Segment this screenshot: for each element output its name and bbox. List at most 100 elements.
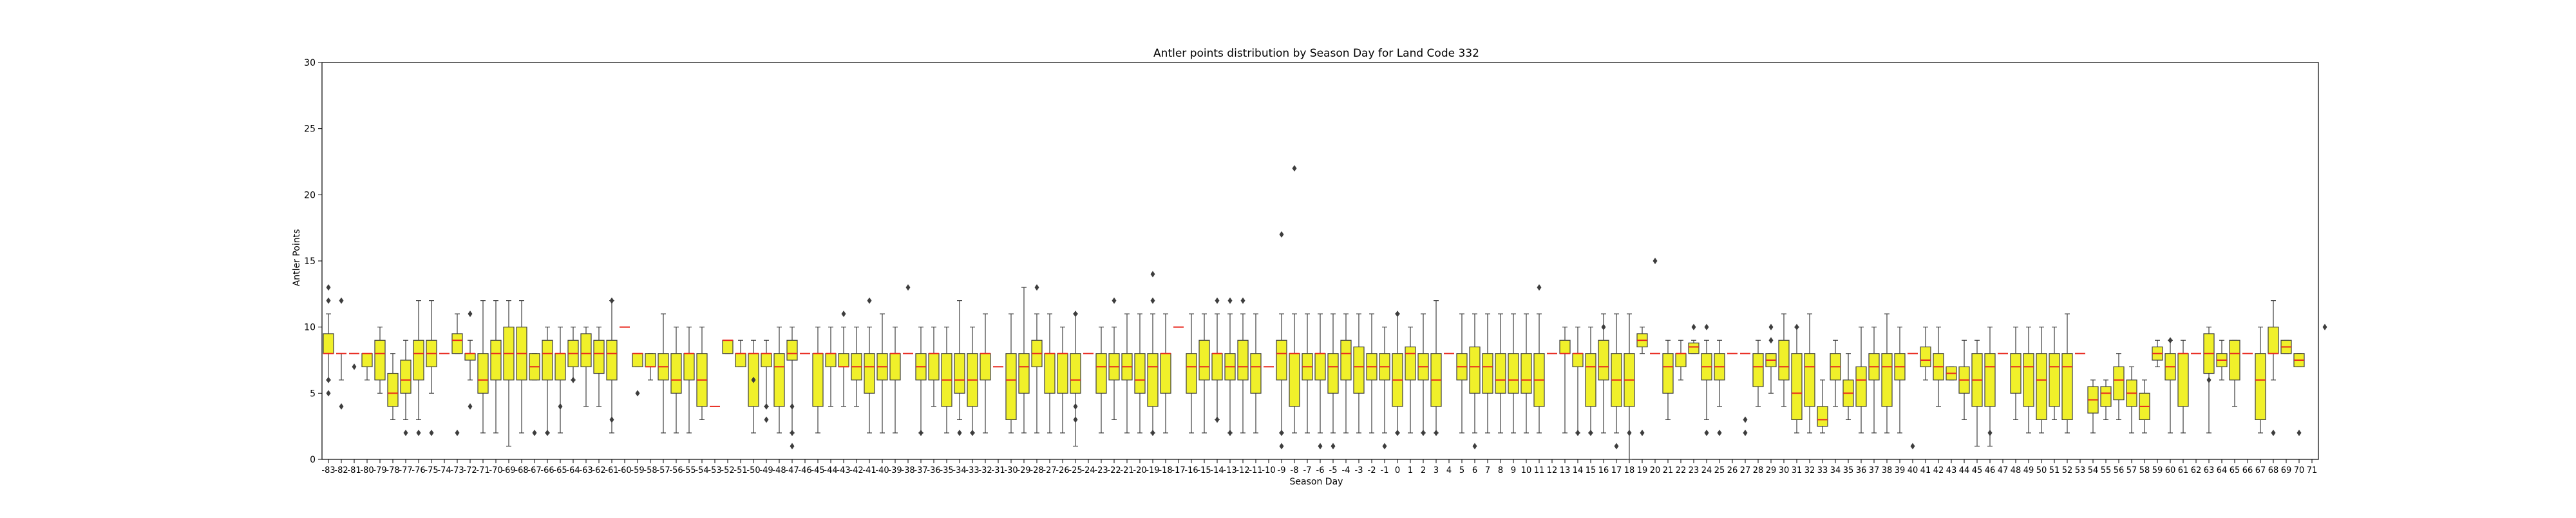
x-tick-label: -72 [463,466,477,475]
x-tick-label: 35 [1843,466,1854,475]
x-tick-label: -13 [1223,466,1236,475]
x-tick-label: -17 [1171,466,1185,475]
outlier-point [1227,297,1233,304]
outlier-point [1073,311,1078,318]
box [387,372,399,407]
x-tick-label: -20 [1133,466,1146,475]
box [1855,366,1867,407]
outlier-point [1575,429,1580,436]
outlier-point [1421,429,1426,436]
box [1353,346,1365,394]
x-tick-label: 59 [2152,466,2163,475]
outlier-point [635,390,640,397]
box [1675,353,1687,367]
y-tick-label: 25 [304,124,316,135]
x-tick-label: -63 [579,466,592,475]
outlier-point [1279,443,1284,450]
x-tick-label: 37 [1869,466,1880,475]
x-tick-label: -25 [1068,466,1082,475]
box [464,353,476,361]
outlier-point [1614,443,1619,450]
x-tick-label: 12 [1547,466,1558,475]
x-tick-label: 6 [1472,466,1477,475]
x-tick-label: 58 [2139,466,2150,475]
x-tick-label: 15 [1586,466,1596,475]
outlier-point [790,443,795,450]
x-tick-label: 4 [1446,466,1452,475]
x-tick-label: -74 [437,466,451,475]
x-tick-label: 62 [2191,466,2202,475]
box [786,340,798,361]
box [1198,340,1210,381]
x-tick-label: -27 [1043,466,1056,475]
x-tick-label: -61 [605,466,618,475]
outlier-point [1768,337,1774,344]
outlier-point [558,403,563,410]
outlier-point [339,297,344,304]
x-tick-label: 24 [1701,466,1712,475]
outlier-point [1073,403,1078,410]
outlier-point [403,429,408,436]
outlier-point [2206,376,2211,383]
x-tick-label: 30 [1779,466,1790,475]
x-tick-label: 71 [2307,466,2318,475]
x-tick-label: -38 [901,466,914,475]
box [735,353,746,367]
y-tick-label: 5 [310,388,316,399]
outlier-point [1395,429,1400,436]
box [670,353,682,394]
x-tick-label: 70 [2294,466,2305,475]
outlier-point [1292,165,1297,172]
box [2049,353,2060,407]
box [1237,340,1249,381]
box [1057,353,1068,394]
outlier-point [352,363,357,370]
box [1508,353,1519,394]
y-tick-label: 15 [304,256,316,267]
x-tick-label: 67 [2255,466,2266,475]
plot-area: 051015202530-83-82-81-80-79-78-77-76-75-… [304,58,2327,475]
box [683,353,695,381]
x-tick-label: 46 [1985,466,1996,475]
outlier-point [532,429,537,436]
box [606,340,618,381]
x-tick-label: 47 [1998,466,2009,475]
x-tick-label: 18 [1624,466,1635,475]
box [1804,353,1815,407]
x-tick-label: -66 [540,466,554,475]
outlier-point [1150,297,1155,304]
box [542,340,553,381]
x-tick-label: -40 [875,466,889,475]
x-tick-label: 52 [2062,466,2073,475]
x-tick-label: -62 [592,466,605,475]
x-tick-label: -18 [1159,466,1172,475]
x-tick-label: -32 [978,466,992,475]
outlier-point [1215,416,1220,423]
x-tick-label: -73 [450,466,464,475]
x-tick-label: 55 [2101,466,2112,475]
x-tick-label: 56 [2114,466,2125,475]
x-tick-label: 9 [1511,466,1516,475]
x-tick-label: -26 [1056,466,1069,475]
box [2023,353,2034,407]
box [722,340,734,354]
x-tick-label: -78 [386,466,399,475]
box [323,333,334,354]
x-tick-label: -36 [927,466,940,475]
x-tick-label: -52 [721,466,734,475]
outlier-point [905,284,911,291]
box [1044,353,1056,394]
outlier-point [957,429,962,436]
box [825,353,837,367]
box [490,340,502,381]
outlier-point [841,311,846,318]
x-tick-label: 21 [1663,466,1674,475]
x-tick-label: 51 [2049,466,2060,475]
x-tick-label: 57 [2126,466,2137,475]
x-tick-label: 68 [2268,466,2279,475]
x-tick-label: -79 [373,466,386,475]
outlier-point [416,429,421,436]
box [1147,353,1159,407]
x-tick-label: 25 [1714,466,1725,475]
